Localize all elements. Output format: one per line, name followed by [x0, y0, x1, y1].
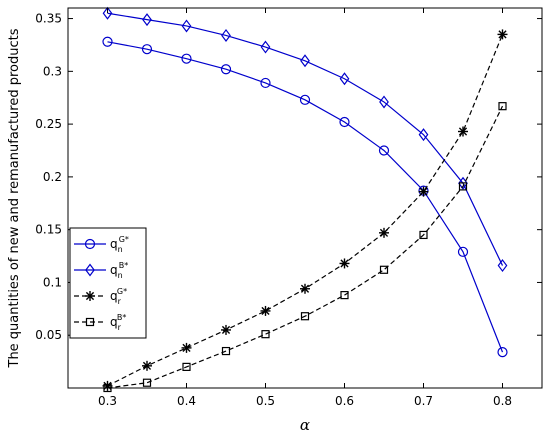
- data-point: [418, 186, 429, 197]
- data-point: [221, 346, 231, 356]
- legend-box: [69, 227, 147, 339]
- y-tick-label: 0.3: [43, 64, 62, 78]
- series-line: [107, 105, 504, 389]
- series-3: [102, 29, 508, 391]
- legend-label: qrG*: [110, 287, 127, 306]
- legend-marker: [85, 263, 95, 277]
- legend-label: qnB*: [110, 261, 128, 280]
- data-point: [261, 330, 270, 339]
- legend-entry: qrG*: [74, 287, 127, 306]
- y-tick-label: 0.25: [35, 117, 62, 131]
- legend-label: qnG*: [110, 235, 129, 254]
- x-tick-label: 0.6: [335, 394, 354, 408]
- data-point: [497, 259, 508, 273]
- data-point: [300, 312, 310, 321]
- data-point: [458, 176, 468, 190]
- data-point: [458, 126, 468, 137]
- y-tick-label: 0.05: [35, 328, 62, 342]
- data-point: [181, 19, 192, 33]
- y-tick-label: 0.2: [43, 170, 62, 184]
- data-point: [142, 13, 152, 27]
- data-point: [221, 324, 231, 335]
- data-point: [181, 53, 192, 64]
- axes-layer: 0.3 0.4 0.5 0.6 0.7 0.8 0.05 0.1 0.15 0.2 0.25 0.3 0…: [35, 7, 543, 408]
- series-1: [102, 36, 508, 358]
- data-point: [142, 360, 152, 371]
- data-point: [379, 95, 389, 109]
- x-axis-title: α: [300, 416, 310, 434]
- series-layer: [102, 6, 508, 393]
- series-2: [102, 6, 508, 273]
- legend-entry: qnB*: [74, 261, 128, 280]
- data-point: [300, 54, 310, 68]
- data-point: [141, 44, 153, 55]
- legend-marker: [85, 291, 95, 301]
- data-point: [260, 40, 271, 54]
- axes-box: [67, 7, 543, 389]
- data-point: [102, 36, 113, 47]
- x-tick-label: 0.5: [256, 394, 275, 408]
- x-tick-label: 0.7: [414, 394, 433, 408]
- data-point: [220, 64, 232, 75]
- legend-entry: qrB*: [74, 313, 126, 332]
- data-point: [260, 305, 271, 316]
- legend-entry: qnG*: [74, 235, 129, 254]
- y-axis-title: The quantities of new and remanufactured…: [7, 28, 22, 368]
- x-tick-label: 0.3: [98, 394, 117, 408]
- data-point: [299, 94, 311, 105]
- data-point: [378, 145, 390, 156]
- plot-area: [68, 8, 542, 388]
- data-point: [339, 258, 350, 269]
- data-point: [458, 182, 468, 191]
- data-point: [221, 28, 231, 42]
- legend-marker: [85, 317, 95, 327]
- data-point: [418, 128, 429, 142]
- series-line: [107, 12, 504, 266]
- x-tick-label: 0.4: [177, 394, 196, 408]
- data-point: [497, 29, 508, 40]
- data-point: [419, 230, 428, 240]
- y-tick-label: 0.35: [35, 12, 62, 26]
- y-tick-label: 0.1: [43, 275, 62, 289]
- data-point: [300, 283, 310, 294]
- data-point: [339, 116, 350, 128]
- data-point: [498, 102, 507, 111]
- data-point: [497, 347, 508, 358]
- data-point: [379, 227, 389, 238]
- y-tick-label: 0.15: [35, 223, 62, 237]
- data-point: [181, 342, 192, 353]
- data-point: [182, 362, 191, 371]
- data-point: [457, 246, 469, 257]
- legend-marker: [84, 238, 96, 250]
- data-point: [339, 72, 350, 86]
- data-point: [142, 378, 152, 387]
- x-tick-label: 0.8: [493, 394, 512, 408]
- data-point: [340, 291, 349, 300]
- legend: qnG* qnB* qrG* qrB*: [69, 227, 147, 339]
- data-point: [260, 77, 271, 89]
- legend-label: qrB*: [110, 313, 126, 332]
- data-point: [102, 6, 113, 20]
- series-line: [107, 41, 504, 353]
- data-point: [379, 265, 389, 274]
